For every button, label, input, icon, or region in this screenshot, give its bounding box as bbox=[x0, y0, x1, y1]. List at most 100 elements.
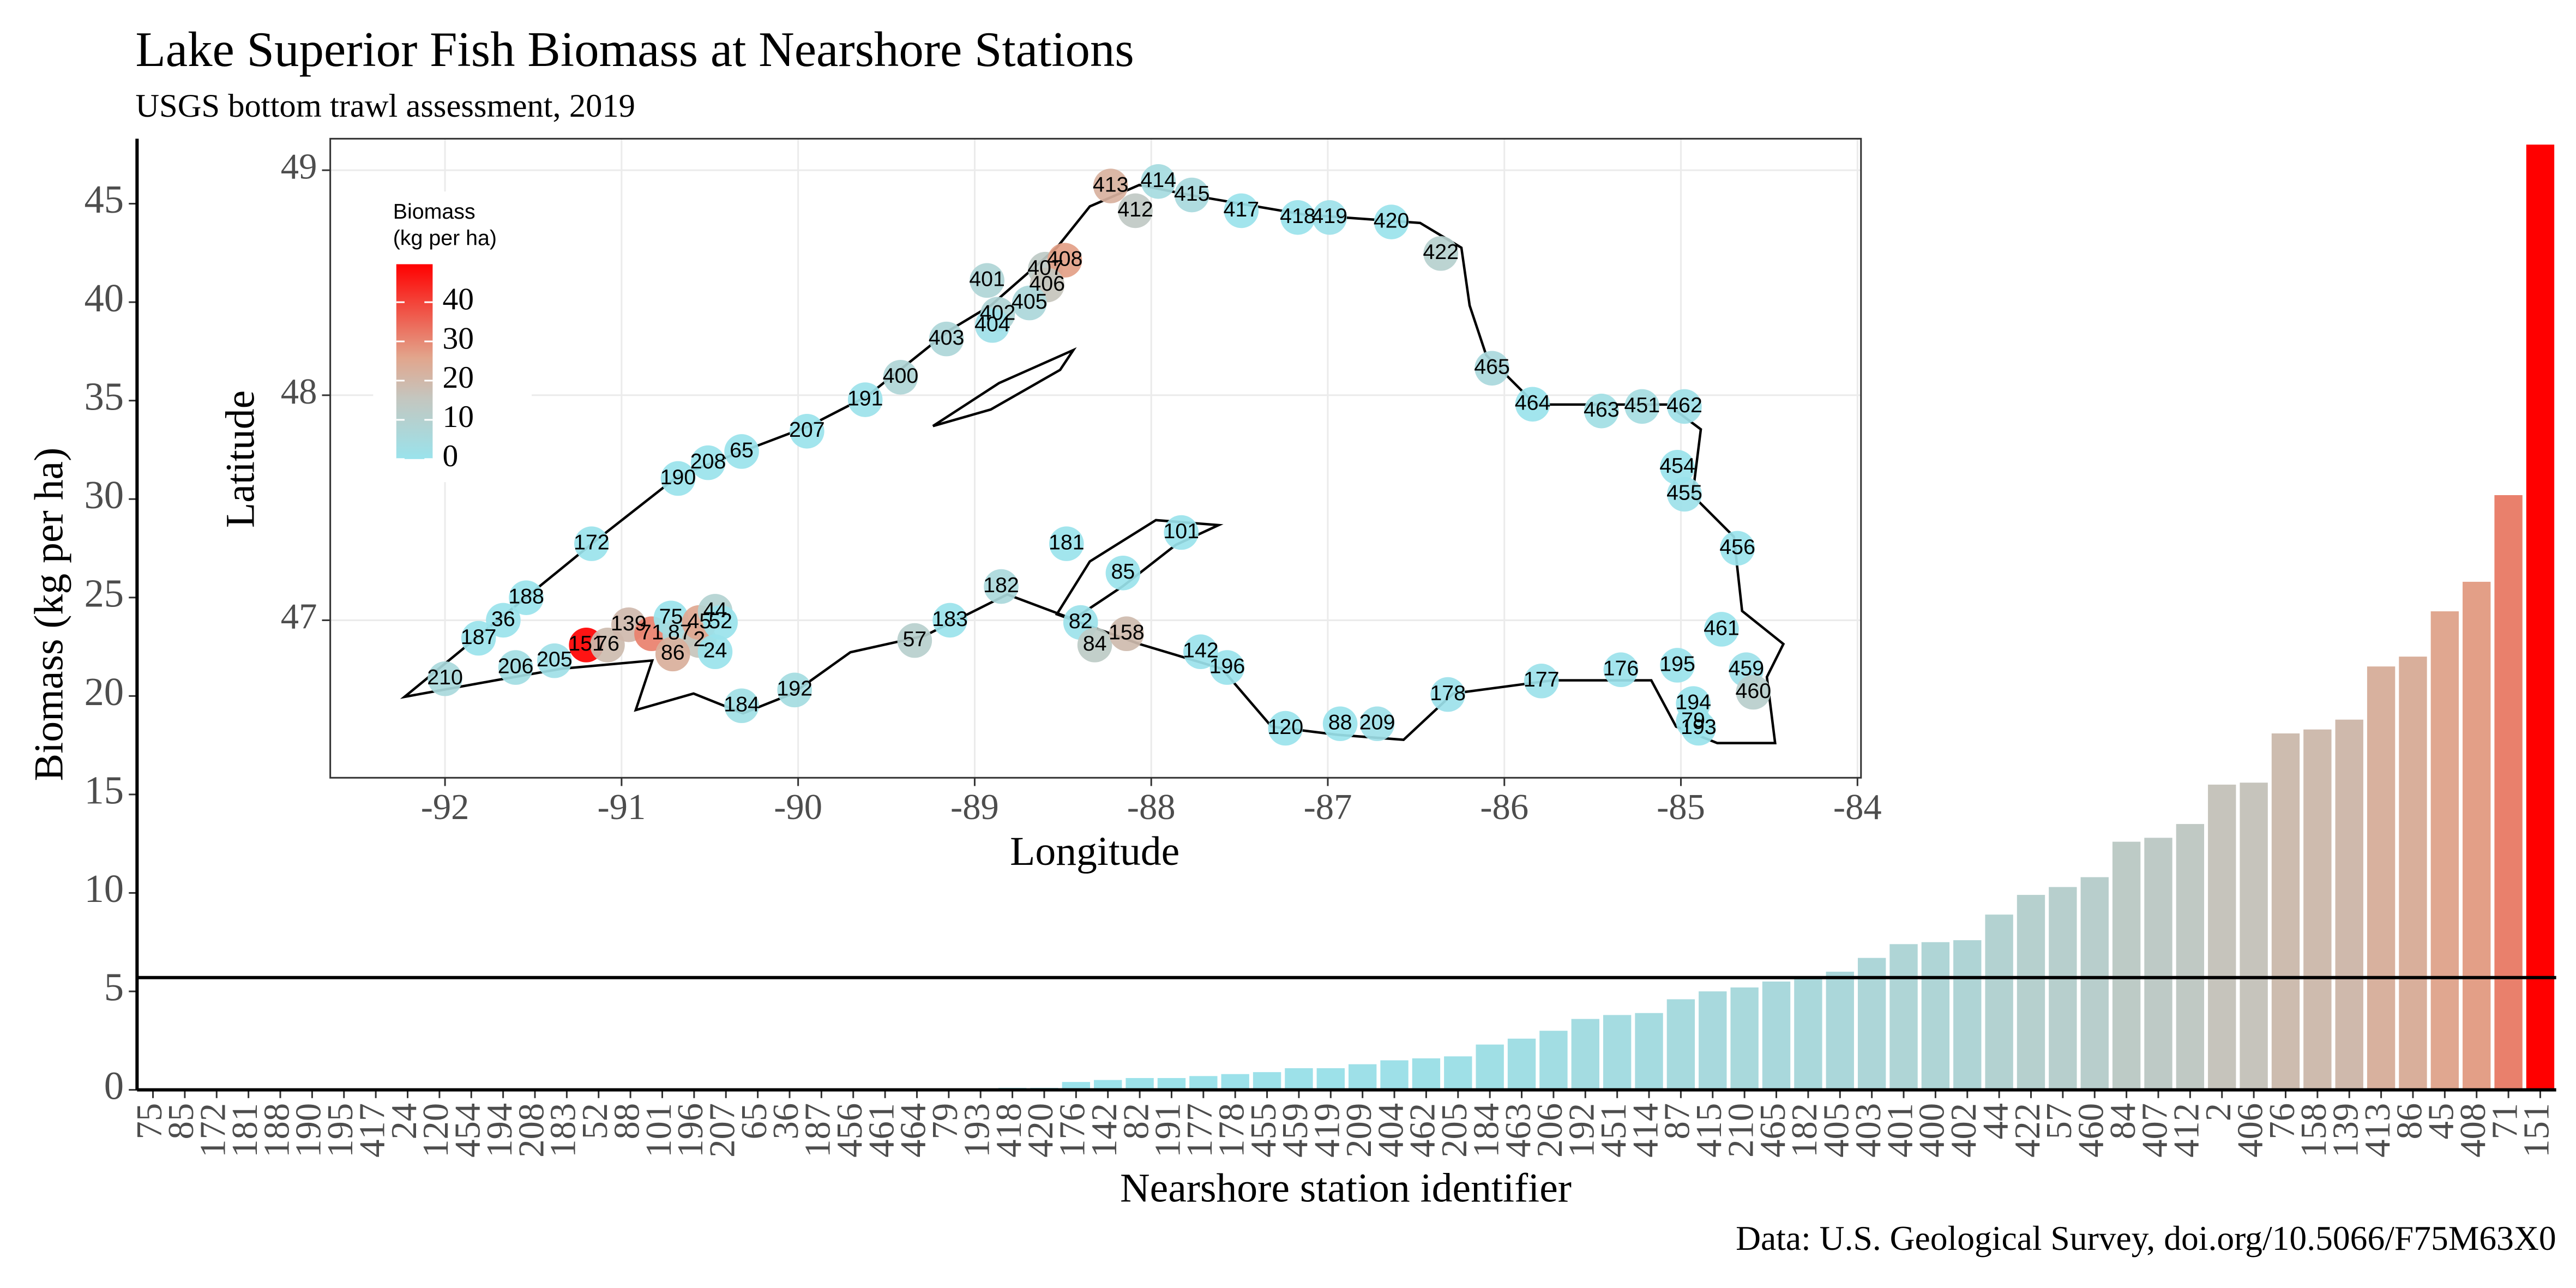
x-tick-label: 422 bbox=[2008, 1103, 2048, 1158]
bar bbox=[1157, 1078, 1186, 1090]
station-label: 456 bbox=[1719, 535, 1755, 559]
caption: Data: U.S. Geological Survey, doi.org/10… bbox=[1736, 1219, 2556, 1257]
station-point bbox=[697, 634, 733, 669]
station-label: 76 bbox=[595, 631, 619, 655]
station-label: 71 bbox=[640, 621, 664, 645]
x-tick-label: 454 bbox=[448, 1103, 488, 1158]
station-point bbox=[1704, 612, 1739, 647]
y-tick-label: 25 bbox=[84, 571, 124, 615]
station-point bbox=[1736, 675, 1771, 710]
station-point bbox=[1474, 351, 1509, 386]
x-tick-label: 195 bbox=[321, 1103, 360, 1158]
station-point bbox=[847, 382, 883, 417]
x-tick-label: 86 bbox=[2390, 1103, 2429, 1140]
station-point bbox=[1209, 650, 1245, 685]
station-point bbox=[428, 661, 462, 696]
bar bbox=[2144, 838, 2172, 1090]
bar bbox=[1666, 999, 1695, 1090]
station-point bbox=[1268, 711, 1303, 746]
x-tick-label: 88 bbox=[607, 1103, 647, 1140]
station-label: 172 bbox=[574, 531, 610, 555]
x-tick-label: 139 bbox=[2326, 1103, 2366, 1158]
station-label: 191 bbox=[847, 386, 883, 410]
y-tick-label: 35 bbox=[84, 374, 124, 418]
x-tick-label: -92 bbox=[421, 787, 470, 827]
station-label: 414 bbox=[1140, 168, 1176, 192]
station-point bbox=[1423, 236, 1458, 271]
x-tick-label: 210 bbox=[1721, 1103, 1761, 1158]
y-tick-label: 10 bbox=[84, 866, 124, 911]
x-tick-label: 414 bbox=[1626, 1103, 1665, 1158]
station-label: 190 bbox=[660, 465, 696, 489]
bar bbox=[1889, 944, 1918, 1090]
x-tick-label: 2 bbox=[2199, 1103, 2238, 1121]
station-point bbox=[1660, 450, 1695, 485]
station-point bbox=[790, 414, 824, 449]
bar bbox=[1476, 1044, 1504, 1090]
x-tick-label: 196 bbox=[671, 1103, 711, 1158]
station-label: 120 bbox=[1267, 715, 1303, 739]
station-label: 65 bbox=[730, 438, 754, 462]
x-tick-label: 142 bbox=[1085, 1103, 1124, 1158]
station-point bbox=[1667, 477, 1702, 512]
x-tick-label: 36 bbox=[766, 1103, 806, 1140]
x-tick-label: 459 bbox=[1275, 1103, 1315, 1158]
x-tick-label: 191 bbox=[1148, 1103, 1188, 1158]
legend-tick-label: 0 bbox=[443, 439, 459, 473]
x-tick-label: 406 bbox=[2230, 1103, 2270, 1158]
station-label: 418 bbox=[1280, 204, 1316, 228]
station-point bbox=[655, 636, 690, 672]
station-label: 461 bbox=[1704, 616, 1740, 640]
station-label: 404 bbox=[974, 312, 1010, 336]
station-point bbox=[1720, 531, 1755, 566]
x-tick-label: 408 bbox=[2453, 1103, 2493, 1158]
station-label: 408 bbox=[1047, 247, 1083, 271]
station-label: 178 bbox=[1430, 681, 1466, 705]
x-tick-label: 120 bbox=[416, 1103, 456, 1158]
station-label: 451 bbox=[1624, 393, 1660, 417]
station-point bbox=[1093, 168, 1128, 203]
y-tick-label: 47 bbox=[281, 597, 317, 637]
x-tick-label: 205 bbox=[1435, 1103, 1474, 1158]
station-label: 177 bbox=[1524, 667, 1560, 691]
x-tick-label: 407 bbox=[2135, 1103, 2175, 1158]
station-label: 139 bbox=[611, 611, 647, 635]
station-label: 195 bbox=[1659, 652, 1695, 676]
station-label: 462 bbox=[1666, 393, 1702, 417]
x-tick-label: 57 bbox=[2039, 1103, 2079, 1140]
x-tick-label: 176 bbox=[1053, 1103, 1093, 1158]
bar bbox=[1189, 1076, 1218, 1090]
station-point bbox=[1105, 555, 1141, 591]
station-label: 196 bbox=[1209, 654, 1245, 678]
station-label: 192 bbox=[777, 677, 812, 701]
bar bbox=[1221, 1074, 1249, 1090]
x-tick-label: 207 bbox=[703, 1103, 743, 1158]
station-label: 194 bbox=[1675, 690, 1711, 714]
station-label: 176 bbox=[1603, 657, 1639, 681]
x-tick-label: -88 bbox=[1127, 787, 1176, 827]
station-point bbox=[1374, 204, 1409, 239]
station-label: 57 bbox=[902, 627, 926, 651]
x-tick-label: 84 bbox=[2103, 1103, 2143, 1140]
station-point bbox=[1174, 177, 1209, 213]
station-label: 422 bbox=[1423, 240, 1459, 264]
station-label: 45 bbox=[687, 609, 711, 633]
x-tick-label: 418 bbox=[989, 1103, 1029, 1158]
bar bbox=[1349, 1064, 1377, 1090]
y-tick-label: 48 bbox=[281, 372, 317, 412]
legend-title: Biomass bbox=[393, 200, 476, 224]
station-label: 464 bbox=[1515, 391, 1551, 415]
x-tick-label: 101 bbox=[639, 1103, 679, 1158]
station-label: 403 bbox=[929, 326, 965, 350]
bar bbox=[2017, 895, 2045, 1090]
station-point bbox=[724, 688, 759, 724]
bar bbox=[1635, 1013, 1663, 1090]
chart-subtitle: USGS bottom trawl assessment, 2019 bbox=[135, 88, 635, 124]
station-point bbox=[1322, 706, 1358, 742]
x-tick-label: 172 bbox=[194, 1103, 233, 1158]
station-point bbox=[509, 580, 544, 615]
bar bbox=[2271, 733, 2300, 1090]
station-label: 85 bbox=[1111, 559, 1135, 583]
station-label: 407 bbox=[1027, 256, 1063, 280]
x-tick-label: 206 bbox=[1530, 1103, 1570, 1158]
